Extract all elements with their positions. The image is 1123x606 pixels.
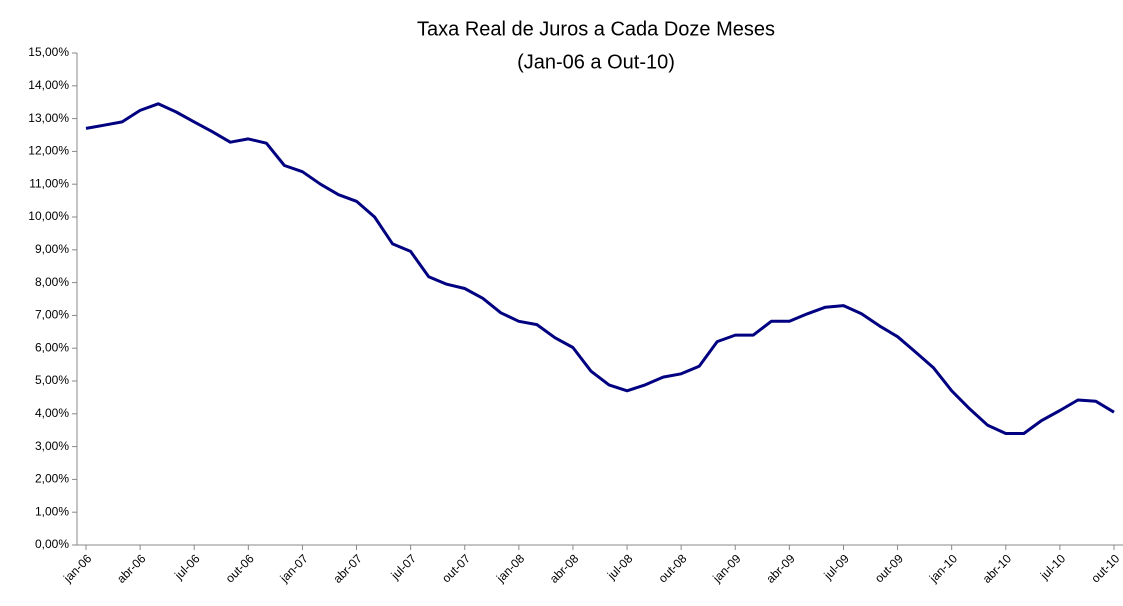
x-tick-label: abr-08 <box>547 551 582 586</box>
x-tick-label: jul-08 <box>604 551 636 583</box>
x-tick-label: jul-07 <box>388 551 420 583</box>
y-tick-label: 15,00% <box>28 45 69 59</box>
y-tick-label: 13,00% <box>28 111 69 125</box>
y-tick-label: 11,00% <box>29 176 69 190</box>
x-tick-label: out-06 <box>223 551 257 585</box>
x-tick-label: abr-10 <box>980 551 1015 586</box>
x-tick-label: jan-07 <box>277 551 311 585</box>
x-tick-label: jul-09 <box>820 551 852 583</box>
y-tick-label: 14,00% <box>28 78 69 92</box>
x-tick-label: jul-10 <box>1037 551 1069 583</box>
x-tick-label: jan-10 <box>926 551 960 585</box>
x-tick-label: out-09 <box>872 551 906 585</box>
y-tick-label: 9,00% <box>35 242 69 256</box>
x-tick-label: jan-09 <box>709 551 743 585</box>
x-tick-label: out-08 <box>656 551 690 585</box>
y-tick-label: 6,00% <box>35 340 69 354</box>
x-tick-label: jan-08 <box>493 551 527 585</box>
x-tick-label: jan-06 <box>60 551 94 585</box>
chart-subtitle: (Jan-06 a Out-10) <box>517 51 675 73</box>
y-tick-label: 12,00% <box>28 144 69 158</box>
y-tick-label: 4,00% <box>35 406 69 420</box>
y-tick-label: 3,00% <box>35 439 69 453</box>
x-tick-label: out-07 <box>439 551 473 585</box>
y-tick-label: 7,00% <box>35 308 69 322</box>
chart-title: Taxa Real de Juros a Cada Doze Meses <box>417 18 775 40</box>
data-line <box>85 102 1115 435</box>
y-tick-label: 8,00% <box>35 275 69 289</box>
x-tick-label: abr-06 <box>114 551 149 586</box>
y-tick-label: 5,00% <box>35 373 69 387</box>
x-tick-label: abr-09 <box>763 551 798 586</box>
y-tick-label: 10,00% <box>28 209 69 223</box>
y-tick-label: 0,00% <box>35 537 69 551</box>
y-tick-label: 2,00% <box>35 472 69 486</box>
y-tick-label: 1,00% <box>35 504 69 518</box>
x-tick-label: out-10 <box>1088 551 1122 585</box>
x-tick-label: abr-07 <box>330 551 365 586</box>
x-tick-label: jul-06 <box>171 551 203 583</box>
